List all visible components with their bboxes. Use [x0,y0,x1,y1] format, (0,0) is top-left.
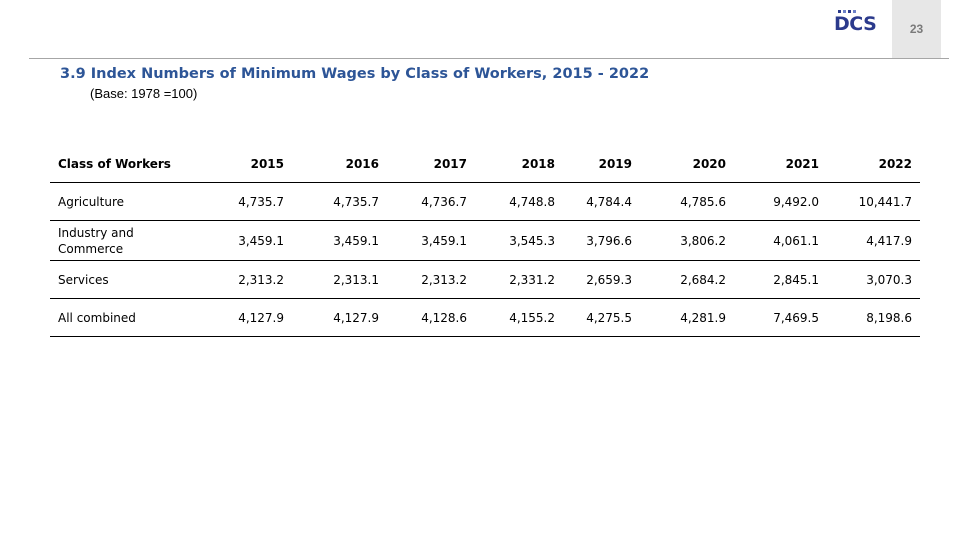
table-cell: 4,061.1 [734,220,827,261]
column-header: 2020 [640,145,734,183]
column-header: 2017 [387,145,475,183]
table-cell: 4,748.8 [475,182,563,221]
table-cell: 4,128.6 [387,298,475,337]
column-header: Class of Workers [50,145,205,183]
dcs-logo: DCS [834,10,880,38]
header-divider [29,58,949,59]
column-header: 2015 [205,145,292,183]
column-header: 2019 [563,145,640,183]
column-header: 2021 [734,145,827,183]
page-number: 23 [892,0,941,58]
table-row: Agriculture 4,735.7 4,735.7 4,736.7 4,74… [50,182,920,221]
table-cell: 3,796.6 [563,220,640,261]
table-cell: 7,469.5 [734,298,827,337]
table-cell: 4,417.9 [827,220,920,261]
table-cell: 4,275.5 [563,298,640,337]
page-subtitle: (Base: 1978 =100) [90,86,198,101]
table-header-row: Class of Workers 2015 2016 2017 2018 201… [50,145,920,183]
table-cell: 4,735.7 [292,182,387,221]
table-cell: 3,070.3 [827,260,920,299]
table-cell: 2,313.1 [292,260,387,299]
row-label: Agriculture [50,182,205,221]
table-cell: 8,198.6 [827,298,920,337]
table-cell: 2,684.2 [640,260,734,299]
table-cell: 10,441.7 [827,182,920,221]
table-row: Industry and Commerce 3,459.1 3,459.1 3,… [50,220,920,261]
table-cell: 2,659.3 [563,260,640,299]
row-label: Services [50,260,205,299]
table-cell: 3,459.1 [205,220,292,261]
table-cell: 2,313.2 [387,260,475,299]
table-row: All combined 4,127.9 4,127.9 4,128.6 4,1… [50,298,920,337]
table-cell: 4,736.7 [387,182,475,221]
table-cell: 2,845.1 [734,260,827,299]
table-row: Services 2,313.2 2,313.1 2,313.2 2,331.2… [50,260,920,299]
table-cell: 3,806.2 [640,220,734,261]
column-header: 2018 [475,145,563,183]
table-cell: 4,155.2 [475,298,563,337]
row-label: Industry and Commerce [50,220,205,261]
table-cell: 3,545.3 [475,220,563,261]
table-cell: 4,735.7 [205,182,292,221]
table-cell: 3,459.1 [387,220,475,261]
table-cell: 9,492.0 [734,182,827,221]
logo-dots-icon [838,10,856,13]
table-cell: 4,127.9 [292,298,387,337]
column-header: 2022 [827,145,920,183]
table-cell: 4,127.9 [205,298,292,337]
logo-text: DCS [834,13,877,35]
table-cell: 4,281.9 [640,298,734,337]
table-cell: 2,313.2 [205,260,292,299]
table-cell: 3,459.1 [292,220,387,261]
table-cell: 4,785.6 [640,182,734,221]
page-title: 3.9 Index Numbers of Minimum Wages by Cl… [60,66,650,82]
table-cell: 2,331.2 [475,260,563,299]
wages-table: Class of Workers 2015 2016 2017 2018 201… [50,145,920,337]
column-header: 2016 [292,145,387,183]
row-label: All combined [50,298,205,337]
table-cell: 4,784.4 [563,182,640,221]
